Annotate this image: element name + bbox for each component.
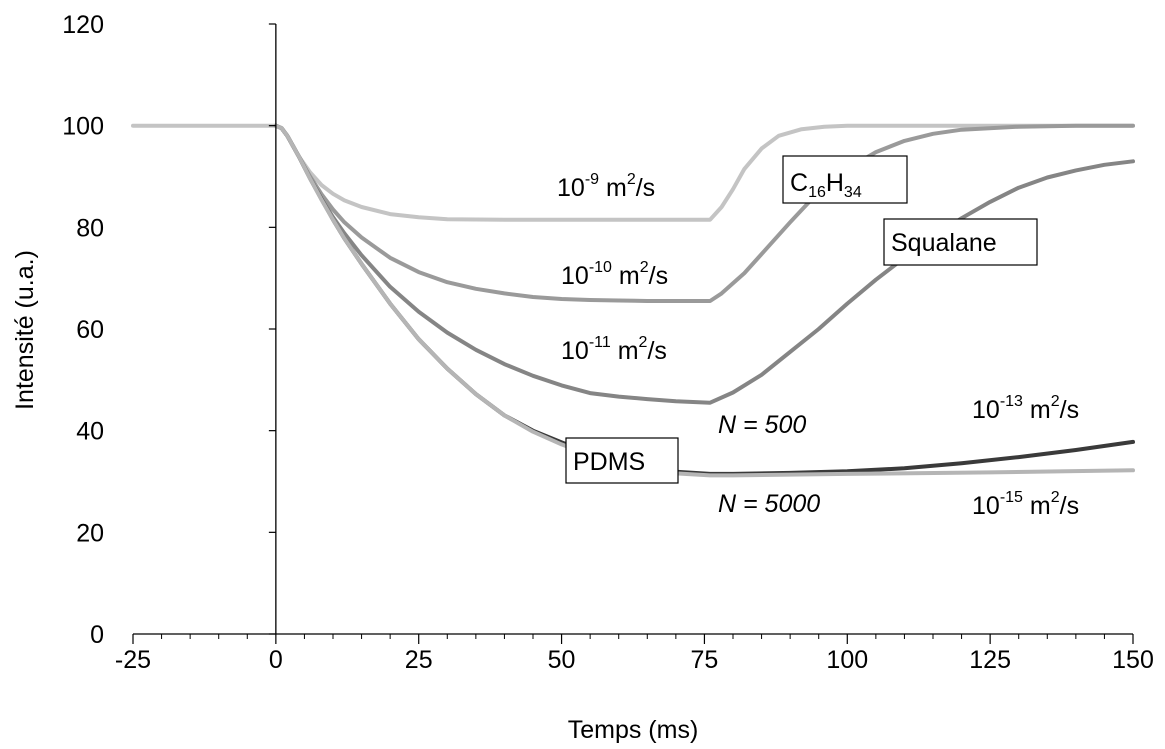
annotation-diffusion-1e-13: 10-13 m2/s	[972, 393, 1079, 424]
annotation-base: 10	[561, 262, 589, 290]
label-box-squalane: Squalane	[883, 218, 1038, 266]
y-tick-label: 80	[76, 214, 104, 242]
annotation-unit-post: /s	[1060, 492, 1079, 520]
annotation-unit-post: /s	[636, 174, 655, 202]
y-tick-label: 40	[76, 418, 104, 446]
y-tick-label: 60	[76, 316, 104, 344]
x-tick-label: 150	[1112, 646, 1154, 674]
annotation-unit: m	[1023, 492, 1051, 520]
label-squalane: Squalane	[891, 229, 997, 257]
x-tick-label: 125	[969, 646, 1011, 674]
annotation-unit: m	[611, 337, 639, 365]
series-line-2	[273, 123, 1135, 303]
annotation-n-500: N = 500	[718, 411, 806, 439]
x-tick-label: 50	[548, 646, 576, 674]
annotation-diffusion-1e-11: 10-11 m2/s	[561, 334, 667, 365]
y-tick-label: 100	[62, 113, 104, 141]
x-tick-label: -25	[115, 646, 151, 674]
annotation-exp: -10	[589, 259, 612, 276]
label-box-pdms: PDMS	[565, 437, 679, 484]
annotation-base: 10	[972, 492, 1000, 520]
annotation-unit-exp: 2	[1051, 489, 1060, 506]
x-tick-label: 100	[826, 646, 868, 674]
annotation-diffusion-1e-9: 10-9 m2/s	[557, 171, 655, 202]
y-tick-label: 120	[62, 11, 104, 39]
annotation-exp: -9	[585, 171, 599, 188]
annotation-unit: m	[599, 174, 627, 202]
label-pdms: PDMS	[573, 448, 645, 476]
x-axis-title: Temps (ms)	[568, 716, 699, 744]
annotation-unit-post: /s	[649, 262, 668, 290]
annotation-unit-exp: 2	[627, 171, 636, 188]
label-c16h34: C16H34	[790, 169, 862, 201]
y-tick-label: 20	[76, 519, 104, 547]
series-line-5	[273, 123, 1135, 478]
annotation-diffusion-1e-10: 10-10 m2/s	[561, 259, 668, 290]
annotation-unit-post: /s	[647, 337, 666, 365]
label-box-c16h34: C16H34	[782, 155, 908, 204]
annotation-base: 10	[972, 396, 1000, 424]
annotation-unit: m	[612, 262, 640, 290]
x-tick-label: 75	[691, 646, 719, 674]
annotation-diffusion-1e-15: 10-15 m2/s	[972, 489, 1079, 520]
y-tick-label: 0	[90, 621, 104, 649]
annotation-unit-exp: 2	[1051, 393, 1060, 410]
y-axis-title: Intensité (u.a.)	[11, 250, 39, 410]
annotation-exp: -13	[1000, 393, 1023, 410]
series-layer	[131, 123, 1135, 478]
annotation-unit-exp: 2	[640, 259, 649, 276]
annotation-unit: m	[1023, 396, 1051, 424]
annotation-unit-post: /s	[1060, 396, 1079, 424]
annotation-n-5000: N = 5000	[718, 490, 820, 518]
axis-layer: -25 0 25 50 75 100 125 150 0 20 40 60 80 100 120	[62, 11, 1154, 674]
annotation-base: 10	[557, 174, 585, 202]
x-tick-label: 0	[269, 646, 283, 674]
annotation-base: 10	[561, 337, 589, 365]
annotation-unit-exp: 2	[639, 334, 648, 351]
annotation-exp: -11	[589, 334, 611, 351]
annotation-exp: -15	[1000, 489, 1023, 506]
x-tick-label: 25	[405, 646, 433, 674]
